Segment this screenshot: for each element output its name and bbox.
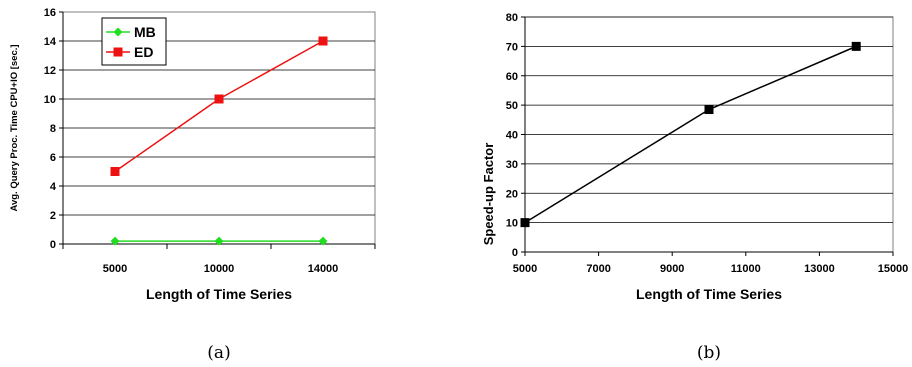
x-tick-label: 7000 xyxy=(586,263,610,275)
data-point-mb xyxy=(318,236,328,246)
chart-b-caption: (b) xyxy=(697,343,721,363)
chart-b-x-ticks: 5000 7000 9000 11000 13000 15000 xyxy=(513,252,909,275)
y-tick-label: 60 xyxy=(506,71,518,83)
x-tick-label: 9000 xyxy=(660,263,684,275)
x-tick-label: 13000 xyxy=(804,263,835,275)
y-tick-label: 14 xyxy=(44,36,57,48)
data-point xyxy=(520,218,530,228)
chart-a-x-axis-title: Length of Time Series xyxy=(146,286,292,302)
chart-b-series xyxy=(520,41,861,228)
y-tick-label: 0 xyxy=(512,247,518,259)
chart-a-x-ticks: 5000 10000 14000 xyxy=(62,244,376,275)
data-point-ed xyxy=(110,167,120,176)
y-tick-label: 2 xyxy=(50,210,56,222)
data-point-mb xyxy=(214,236,224,246)
y-tick-label: 4 xyxy=(50,181,57,193)
y-tick-label: 30 xyxy=(506,159,518,171)
chart-b-y-ticks: 0 10 20 30 40 50 60 70 80 xyxy=(506,12,893,259)
x-tick-label: 10000 xyxy=(204,263,235,275)
y-tick-label: 10 xyxy=(44,94,56,106)
chart-a-series xyxy=(110,36,328,246)
chart-b: 0 10 20 30 40 50 60 70 80 5000 7000 9000 11000 13000… xyxy=(481,12,908,363)
x-tick-label: 5000 xyxy=(513,263,537,275)
y-tick-label: 20 xyxy=(506,188,518,200)
y-tick-label: 40 xyxy=(506,130,518,142)
data-point-mb xyxy=(110,236,120,246)
y-tick-label: 16 xyxy=(44,7,56,19)
y-tick-label: 0 xyxy=(50,239,56,251)
x-tick-label: 11000 xyxy=(731,263,761,275)
legend-mb-marker xyxy=(113,27,123,37)
y-tick-label: 6 xyxy=(50,152,56,164)
legend-mb-label: MB xyxy=(134,24,156,40)
data-point xyxy=(704,105,714,115)
y-tick-label: 12 xyxy=(44,65,56,77)
chart-a: 0 2 4 6 8 10 12 14 16 5000 10000 14000 Length of T… xyxy=(9,7,376,363)
y-tick-label: 50 xyxy=(506,100,518,112)
data-point xyxy=(851,41,861,51)
data-point-ed xyxy=(214,94,224,104)
y-tick-label: 70 xyxy=(506,41,518,53)
data-point-ed xyxy=(318,36,328,46)
x-tick-label: 5000 xyxy=(103,263,127,275)
chart-a-caption: (a) xyxy=(207,343,230,363)
y-tick-label: 8 xyxy=(50,123,56,135)
legend-ed-marker xyxy=(113,47,123,57)
x-tick-label: 15000 xyxy=(878,263,909,275)
chart-a-y-axis-title: Avg. Query Proc. Time CPU+IO [sec.] xyxy=(9,44,20,211)
legend-box xyxy=(101,17,167,66)
y-tick-label: 80 xyxy=(506,12,518,24)
chart-b-y-axis-title: Speed-up Factor xyxy=(481,143,496,246)
chart-b-x-axis-title: Length of Time Series xyxy=(636,286,782,302)
legend-ed-label: ED xyxy=(134,44,153,60)
chart-a-legend: MB ED xyxy=(101,17,167,66)
x-tick-label: 14000 xyxy=(308,263,339,275)
y-tick-label: 10 xyxy=(506,218,518,230)
